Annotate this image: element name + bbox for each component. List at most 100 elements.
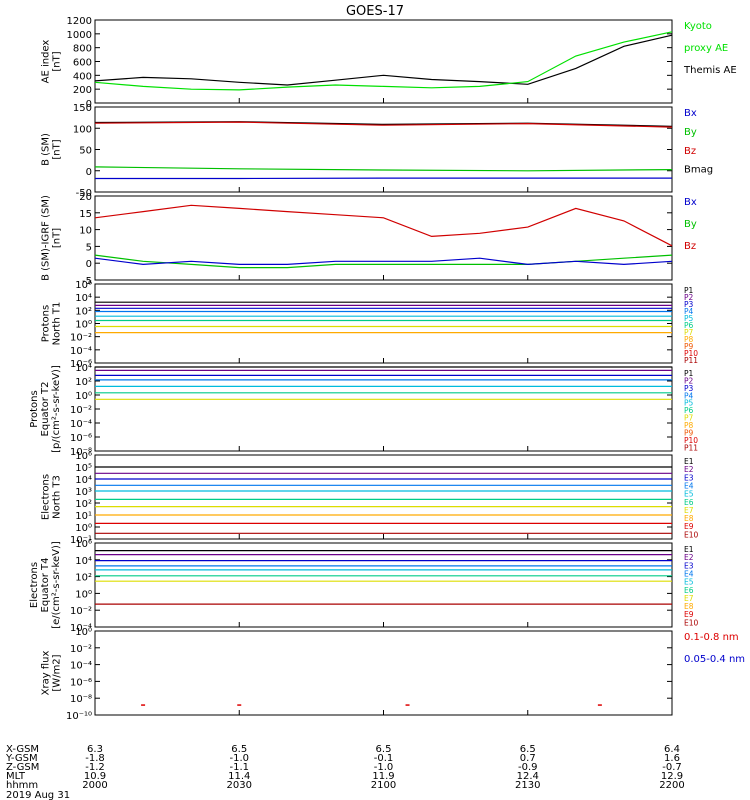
- y-tick-label: 10⁻⁶: [70, 677, 92, 688]
- legend-entry: E9: [684, 522, 694, 531]
- legend-entry: P8: [684, 335, 694, 344]
- legend-entry: P1: [684, 286, 694, 295]
- series-group-pt1: [95, 301, 672, 334]
- y-tick-label: 10⁴: [75, 293, 92, 304]
- series-group-et3: [95, 466, 672, 534]
- panel-frame: [94, 19, 673, 104]
- legend-entry: 0.1-0.8 nm: [684, 632, 739, 643]
- y-tick-label: 10⁻¹⁰: [66, 711, 92, 722]
- legend-entry: E8: [684, 514, 694, 523]
- legend-entry: E5: [684, 490, 694, 499]
- legend-entry: By: [684, 127, 697, 138]
- y-tick-label: 10⁴: [75, 475, 92, 486]
- panel-et4: 10⁻⁴ 10⁻² 10⁰ 10² 10⁴ 10⁶ Electrons Equator T4[…: [29, 539, 699, 634]
- legend-entry: P10: [684, 349, 698, 358]
- footer-value: -1.2: [85, 762, 105, 773]
- y-tick-label: 10⁻¹: [70, 535, 92, 546]
- y-tick-label: 5: [86, 242, 92, 253]
- legend-entry: P9: [684, 428, 694, 437]
- legend-entry: E6: [684, 586, 694, 595]
- y-axis-label: North T3: [52, 475, 63, 519]
- footer-row-label: Y-GSM: [5, 753, 38, 764]
- legend-entry: Bx: [684, 108, 697, 119]
- y-tick-label: 10: [79, 226, 92, 237]
- legend-entry: E10: [684, 530, 699, 539]
- y-tick-label: 10²: [75, 499, 92, 510]
- y-tick-label: 10¹: [75, 511, 92, 522]
- panel-bdiff: -5 0 5 10 15 20 B (SM)-IGRF (SM) [nT] Bx By Bz: [41, 192, 697, 287]
- legend-entry: E8: [684, 602, 694, 611]
- legend-entry: proxy AE: [684, 43, 728, 54]
- y-tick-label: 10³: [75, 487, 92, 498]
- y-tick-label: 0: [86, 259, 92, 270]
- y-axis-label: Equator T4: [40, 558, 51, 613]
- legend-entry: P11: [684, 356, 698, 365]
- footer-value: -0.1: [374, 753, 394, 764]
- legend-entry: P6: [684, 406, 694, 415]
- y-tick-label: 10⁻⁶: [70, 359, 92, 370]
- footer-row-label: 2019 Aug 31: [6, 790, 70, 800]
- footer-value: 0.7: [520, 753, 536, 764]
- legend-entry: E3: [684, 473, 694, 482]
- footer-value: -1.1: [229, 762, 249, 773]
- y-axis-label: Protons: [29, 390, 40, 427]
- y-tick-label: 10⁰: [75, 523, 92, 534]
- footer-value: 6.5: [376, 744, 392, 755]
- footer-value: 6.5: [520, 744, 536, 755]
- legend-entry: E3: [684, 561, 694, 570]
- legend-entry: E7: [684, 594, 694, 603]
- y-tick-label: 10⁰: [75, 589, 92, 600]
- y-tick-label: 10⁴: [75, 556, 92, 567]
- y-tick-label: 0: [86, 167, 92, 178]
- y-axis-label: AE index: [41, 40, 52, 84]
- legend-entry: E10: [684, 618, 699, 627]
- y-tick-label: 20: [79, 192, 92, 203]
- panel-frame: [94, 630, 673, 716]
- legend-entry: Themis AE: [683, 65, 737, 76]
- legend-entry: P8: [684, 421, 694, 430]
- legend-entry: P10: [684, 436, 698, 445]
- series-line-Bz: [94, 121, 673, 128]
- footer-value: -0.9: [518, 762, 538, 773]
- legend-entry: E1: [684, 545, 694, 554]
- legend-entry: P1: [684, 369, 694, 378]
- footer-value: -1.0: [229, 753, 249, 764]
- footer-row-label: X-GSM: [6, 744, 39, 755]
- y-tick-label: 50: [79, 146, 92, 157]
- y-tick-label: 10⁻⁴: [70, 419, 92, 430]
- footer-value: 11.4: [228, 771, 250, 782]
- y-tick-label: -50: [76, 188, 92, 199]
- legend-entry: Bx: [684, 197, 697, 208]
- y-tick-label: 400: [73, 71, 92, 82]
- legend-entry: P2: [684, 293, 694, 302]
- legend-entry: E2: [684, 553, 694, 562]
- panel-pt2: 10⁻⁸ 10⁻⁶ 10⁻⁴ 10⁻² 10⁰ 10² 10⁴ Protons Equator …: [29, 363, 698, 458]
- y-tick-label: 10⁻⁴: [70, 623, 92, 634]
- footer-value: 12.4: [517, 771, 539, 782]
- footer-value: 11.9: [372, 771, 394, 782]
- footer-row-label: Z-GSM: [6, 762, 39, 773]
- y-axis-label: B (SM)-IGRF (SM): [41, 195, 52, 281]
- series-line-By: [94, 166, 673, 172]
- legend-entry: P3: [684, 384, 694, 393]
- footer-value: 2100: [371, 780, 396, 791]
- series-group-ae: [94, 31, 673, 91]
- y-axis-label: North T1: [52, 302, 63, 346]
- legend-entry: E4: [684, 481, 694, 490]
- y-tick-label: 150: [73, 103, 92, 114]
- y-tick-label: -5: [82, 276, 92, 287]
- panel-frame: [94, 283, 673, 364]
- series-line-Bx: [94, 257, 673, 266]
- series-group-bsm: [94, 121, 673, 180]
- footer-value: -1.8: [85, 753, 105, 764]
- legend-entry: P7: [684, 328, 694, 337]
- legend-entry: P4: [684, 307, 694, 316]
- footer-value: 6.3: [87, 744, 103, 755]
- y-tick-label: 10⁻²: [70, 405, 92, 416]
- y-tick-label: 10⁵: [75, 463, 92, 474]
- legend-entry: P11: [684, 443, 698, 452]
- plot-title: GOES-17: [346, 4, 404, 19]
- y-tick-label: 10⁻²: [70, 644, 92, 655]
- panel-frame: [94, 542, 673, 628]
